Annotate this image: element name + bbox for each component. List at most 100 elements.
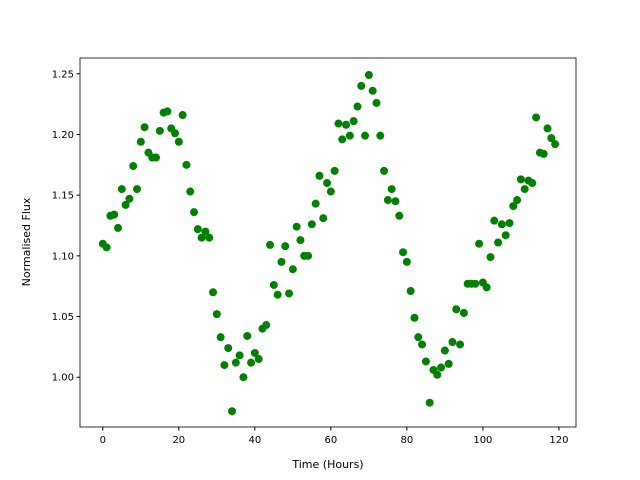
data-point	[273, 290, 282, 299]
data-point	[224, 344, 233, 353]
data-point	[201, 227, 210, 236]
x-axis-label: Time (Hours)	[291, 458, 363, 471]
data-point	[171, 129, 180, 138]
data-point	[152, 153, 161, 162]
data-point	[231, 358, 240, 367]
data-point	[129, 162, 138, 171]
data-point	[368, 86, 377, 95]
data-point	[421, 357, 430, 366]
data-point	[334, 119, 343, 128]
data-point	[383, 196, 392, 205]
data-point	[497, 220, 506, 229]
data-point	[102, 243, 111, 252]
data-point	[197, 233, 206, 242]
data-point	[516, 175, 525, 184]
data-point	[178, 111, 187, 120]
data-point	[288, 265, 297, 274]
x-tick-label: 100	[473, 435, 492, 446]
data-point	[133, 185, 142, 194]
data-point	[372, 98, 381, 107]
data-point	[547, 134, 556, 143]
data-point	[315, 171, 324, 180]
data-point	[551, 140, 560, 149]
data-point	[239, 373, 248, 382]
data-point	[292, 222, 301, 231]
data-point	[243, 331, 252, 340]
data-point	[342, 120, 351, 129]
data-point	[444, 359, 453, 368]
y-axis-label: Normalised Flux	[20, 197, 33, 286]
data-point	[163, 107, 172, 116]
data-point	[414, 333, 423, 342]
x-tick-label: 0	[100, 435, 106, 446]
data-point	[190, 208, 199, 217]
data-point	[452, 305, 461, 314]
data-point	[402, 257, 411, 266]
data-point	[345, 131, 354, 140]
x-tick-label: 80	[400, 435, 413, 446]
data-point	[513, 196, 522, 205]
data-point	[311, 199, 320, 208]
data-point	[220, 361, 229, 370]
data-point	[307, 220, 316, 229]
y-tick-label: 1.25	[52, 69, 74, 80]
data-point	[425, 398, 434, 407]
data-point	[437, 363, 446, 372]
x-tick-label: 120	[549, 435, 568, 446]
x-tick-label: 60	[324, 435, 337, 446]
data-point	[114, 223, 123, 232]
y-tick-label: 1.10	[52, 251, 74, 262]
data-point	[338, 135, 347, 144]
data-point	[380, 166, 389, 175]
data-point	[326, 187, 335, 196]
data-point	[532, 113, 541, 122]
y-tick-label: 1.00	[52, 373, 74, 384]
data-point	[205, 233, 214, 242]
data-point	[349, 117, 358, 126]
data-point	[509, 202, 518, 211]
data-point	[155, 126, 164, 135]
data-point	[174, 137, 183, 146]
data-point	[209, 288, 218, 297]
data-point	[410, 313, 419, 322]
data-point	[456, 340, 465, 349]
data-point	[250, 348, 259, 357]
data-point	[539, 149, 548, 158]
data-point	[228, 407, 237, 416]
plot-frame	[79, 57, 577, 428]
data-point	[277, 257, 286, 266]
data-point	[136, 137, 145, 146]
data-point	[395, 211, 404, 220]
data-point	[406, 287, 415, 296]
data-point	[235, 351, 244, 360]
data-point	[254, 355, 263, 364]
data-point	[247, 358, 256, 367]
data-point	[319, 214, 328, 223]
data-point	[330, 166, 339, 175]
data-point	[121, 200, 130, 209]
data-point	[471, 279, 480, 288]
data-point	[353, 102, 362, 111]
data-point	[475, 239, 484, 248]
data-point	[182, 160, 191, 169]
data-point	[361, 131, 370, 140]
data-point	[357, 81, 366, 90]
data-point	[494, 238, 503, 247]
data-point	[433, 370, 442, 379]
data-point	[543, 124, 552, 133]
data-point	[186, 187, 195, 196]
data-point	[520, 185, 529, 194]
y-tick-label: 1.15	[52, 191, 74, 202]
data-point	[296, 236, 305, 245]
data-point	[399, 248, 408, 257]
data-point	[323, 179, 332, 188]
data-point	[285, 289, 294, 298]
data-point	[304, 251, 313, 260]
data-point	[193, 225, 202, 234]
data-point	[281, 242, 290, 251]
data-point	[490, 216, 499, 225]
data-point	[110, 210, 119, 219]
data-point	[459, 308, 468, 317]
x-tick-label: 20	[172, 435, 185, 446]
